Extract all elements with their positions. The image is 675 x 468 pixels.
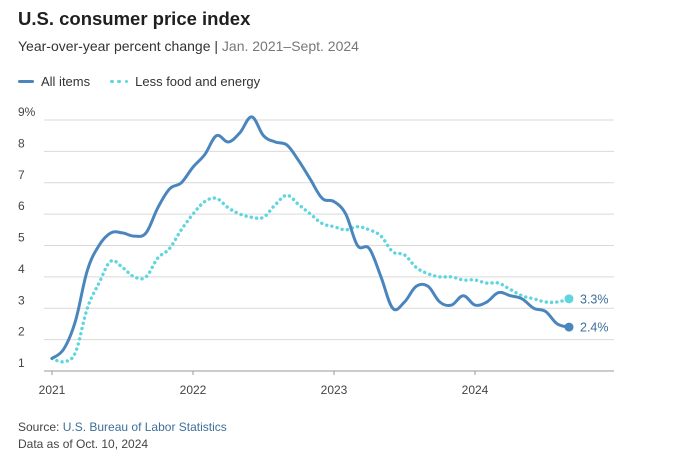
series-line-all-items: [50, 115, 571, 360]
y-tick-label: 6: [18, 199, 25, 213]
y-tick-label: 2: [18, 325, 25, 339]
y-tick-label: 8: [18, 136, 25, 150]
end-point-all-items: [564, 322, 574, 332]
chart-legend: All items Less food and energy: [18, 74, 280, 89]
chart-subtitle: Year-over-year percent change | Jan. 202…: [18, 38, 359, 54]
subtitle-range: Jan. 2021–Sept. 2024: [221, 38, 359, 54]
legend-label-core: Less food and energy: [135, 74, 261, 89]
legend-item-all-items: All items: [18, 74, 90, 89]
x-tick-label: 2022: [180, 383, 207, 397]
legend-swatch-dotted: [110, 79, 129, 84]
legend-item-core: Less food and energy: [110, 74, 260, 89]
chart-footer: Source: U.S. Bureau of Labor Statistics …: [18, 419, 227, 453]
subtitle-text: Year-over-year percent change: [18, 38, 211, 54]
y-tick-label: 3: [18, 293, 25, 307]
chart-title: U.S. consumer price index: [18, 8, 251, 29]
end-label-all-items: 2.4%: [580, 321, 609, 335]
y-tick-label: 9%: [18, 105, 36, 119]
x-tick-label: 2023: [321, 383, 348, 397]
series-line-core: [50, 193, 571, 364]
source-link[interactable]: U.S. Bureau of Labor Statistics: [62, 420, 227, 434]
y-tick-label: 1: [18, 356, 25, 370]
x-tick-label: 2021: [39, 383, 66, 397]
source-line: Source: U.S. Bureau of Labor Statistics: [18, 419, 227, 436]
end-point-core: [564, 294, 574, 304]
y-tick-label: 4: [18, 262, 25, 276]
x-tick-label: 2024: [462, 383, 489, 397]
subtitle-separator: |: [214, 38, 219, 54]
end-label-core: 3.3%: [580, 292, 609, 306]
data-as-of: Data as of Oct. 10, 2024: [18, 437, 149, 451]
legend-label-all-items: All items: [41, 74, 91, 89]
legend-swatch-solid: [18, 80, 34, 83]
y-tick-label: 7: [18, 168, 25, 182]
y-tick-label: 5: [18, 231, 25, 245]
source-prefix: Source:: [18, 420, 63, 434]
